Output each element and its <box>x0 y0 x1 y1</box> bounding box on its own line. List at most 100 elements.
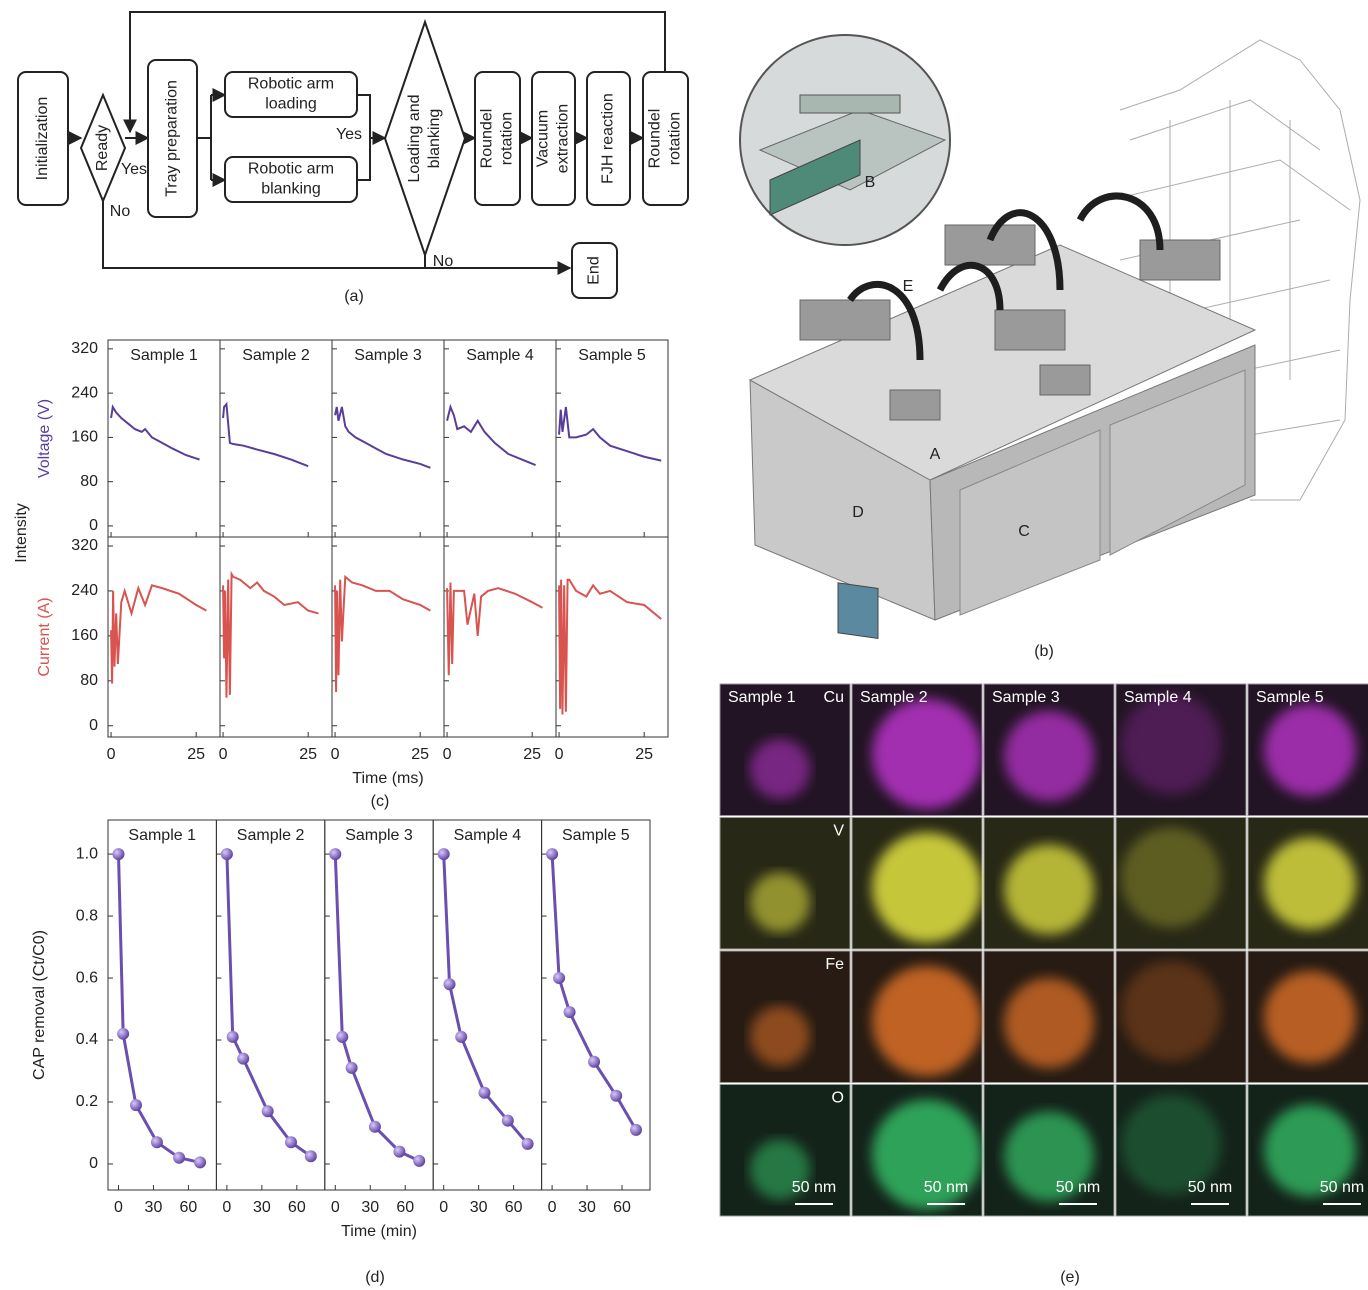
eds-particle <box>1004 845 1094 935</box>
flow-node-label: blanking <box>426 109 443 169</box>
eds-particle <box>1121 961 1221 1061</box>
data-line <box>559 580 661 715</box>
panel-title: Sample 3 <box>354 347 422 364</box>
data-point <box>369 1121 381 1133</box>
plot-frame <box>332 340 444 537</box>
flow-node-label: Loading and <box>406 94 423 182</box>
x-tick-label: 60 <box>180 1199 198 1216</box>
data-point <box>455 1031 467 1043</box>
flow-node-label: End <box>586 256 603 284</box>
panel-caption: (b) <box>1034 643 1054 660</box>
x-tick-label: 60 <box>396 1199 414 1216</box>
y-tick-label: 240 <box>71 384 98 401</box>
edge-label: No <box>110 203 131 220</box>
x-tick-label: 30 <box>253 1199 271 1216</box>
flow-node-label: Roundel <box>647 109 664 169</box>
y-tick-label: 0 <box>89 717 98 734</box>
y-tick-label: 80 <box>80 672 98 689</box>
data-point <box>438 848 450 860</box>
y-tick-label: 320 <box>71 537 98 554</box>
y-tick-label: 0 <box>89 1155 98 1172</box>
x-tick-label: 0 <box>114 1199 123 1216</box>
panel-title: Sample 2 <box>237 827 305 844</box>
x-tick-label: 0 <box>331 746 340 763</box>
x-tick-label: 0 <box>222 1199 231 1216</box>
flow-decision <box>385 22 465 255</box>
data-point <box>522 1138 534 1150</box>
data-point <box>237 1053 249 1065</box>
machine-render <box>740 35 1360 638</box>
eds-particle <box>872 833 982 943</box>
data-point <box>336 1031 348 1043</box>
eds-particle <box>1121 694 1221 794</box>
eds-particle <box>1264 971 1356 1063</box>
eds-particle <box>1121 828 1221 928</box>
x-axis-label: Time (min) <box>341 1223 417 1240</box>
machine-label: C <box>1018 523 1030 540</box>
flow-node-label: Initialization <box>34 97 51 181</box>
x-tick-label: 30 <box>470 1199 488 1216</box>
data-line <box>111 585 206 683</box>
x-tick-label: 30 <box>578 1199 596 1216</box>
flow-node-label: FJH reaction <box>600 93 617 184</box>
panel-title: Sample 1 <box>128 827 196 844</box>
y-tick-label: 160 <box>71 429 98 446</box>
machine-label: A <box>930 446 941 463</box>
x-tick-label: 25 <box>411 746 429 763</box>
flow-node-label: loading <box>265 96 317 113</box>
scale-bar-label: 50 nm <box>792 1179 836 1196</box>
x-tick-label: 25 <box>299 746 317 763</box>
x-tick-label: 0 <box>443 746 452 763</box>
edge-label: Yes <box>121 161 147 178</box>
eds-element-label: O <box>832 1090 844 1107</box>
data-point <box>285 1136 297 1148</box>
plot-frame <box>108 537 220 737</box>
eds-sample-label: Sample 2 <box>860 689 928 706</box>
x-tick-label: 25 <box>187 746 205 763</box>
panel-title: Sample 5 <box>562 827 630 844</box>
data-point <box>117 1028 129 1040</box>
data-line <box>447 583 542 676</box>
plot-frame <box>332 537 444 737</box>
x-tick-label: 30 <box>361 1199 379 1216</box>
eds-element-label: Cu <box>824 689 844 706</box>
x-tick-label: 0 <box>107 746 116 763</box>
x-tick-label: 0 <box>439 1199 448 1216</box>
flow-node-label: blanking <box>261 181 321 198</box>
panel-title: Sample 1 <box>130 347 198 364</box>
scale-bar-label: 50 nm <box>1320 1179 1364 1196</box>
data-line <box>559 407 661 461</box>
flow-node-label: rotation <box>667 112 684 165</box>
data-point <box>346 1062 358 1074</box>
eds-particle <box>872 966 982 1076</box>
x-axis-label: Time (ms) <box>352 770 423 787</box>
panel-caption: (d) <box>365 1269 385 1286</box>
y-tick-label: 160 <box>71 627 98 644</box>
y-tick-label: 240 <box>71 582 98 599</box>
data-point <box>305 1150 317 1162</box>
machine-label: D <box>852 504 864 521</box>
data-line <box>335 407 430 468</box>
data-line <box>335 577 430 692</box>
eds-particle <box>750 739 810 799</box>
eds-sample-label: Sample 1 <box>728 689 796 706</box>
x-tick-label: 60 <box>613 1199 631 1216</box>
scale-bar-label: 50 nm <box>924 1179 968 1196</box>
y-axis-label: Voltage (V) <box>36 399 53 478</box>
data-point <box>151 1136 163 1148</box>
eds-element-label: V <box>833 823 844 840</box>
machine-label: E <box>903 278 914 295</box>
flow-node-label: Robotic arm <box>248 161 334 178</box>
data-line <box>447 407 536 465</box>
data-line <box>552 854 636 1130</box>
x-tick-label: 60 <box>505 1199 523 1216</box>
data-point <box>630 1124 642 1136</box>
data-point <box>221 848 233 860</box>
y-axis-label: CAP removal (Ct/C0) <box>31 930 48 1080</box>
data-point <box>478 1087 490 1099</box>
x-tick-label: 0 <box>219 746 228 763</box>
flow-node-label: Roundel <box>479 109 496 169</box>
eds-particle <box>872 699 982 809</box>
flow-node-label: Ready <box>94 125 111 171</box>
eds-particle <box>1004 711 1094 801</box>
